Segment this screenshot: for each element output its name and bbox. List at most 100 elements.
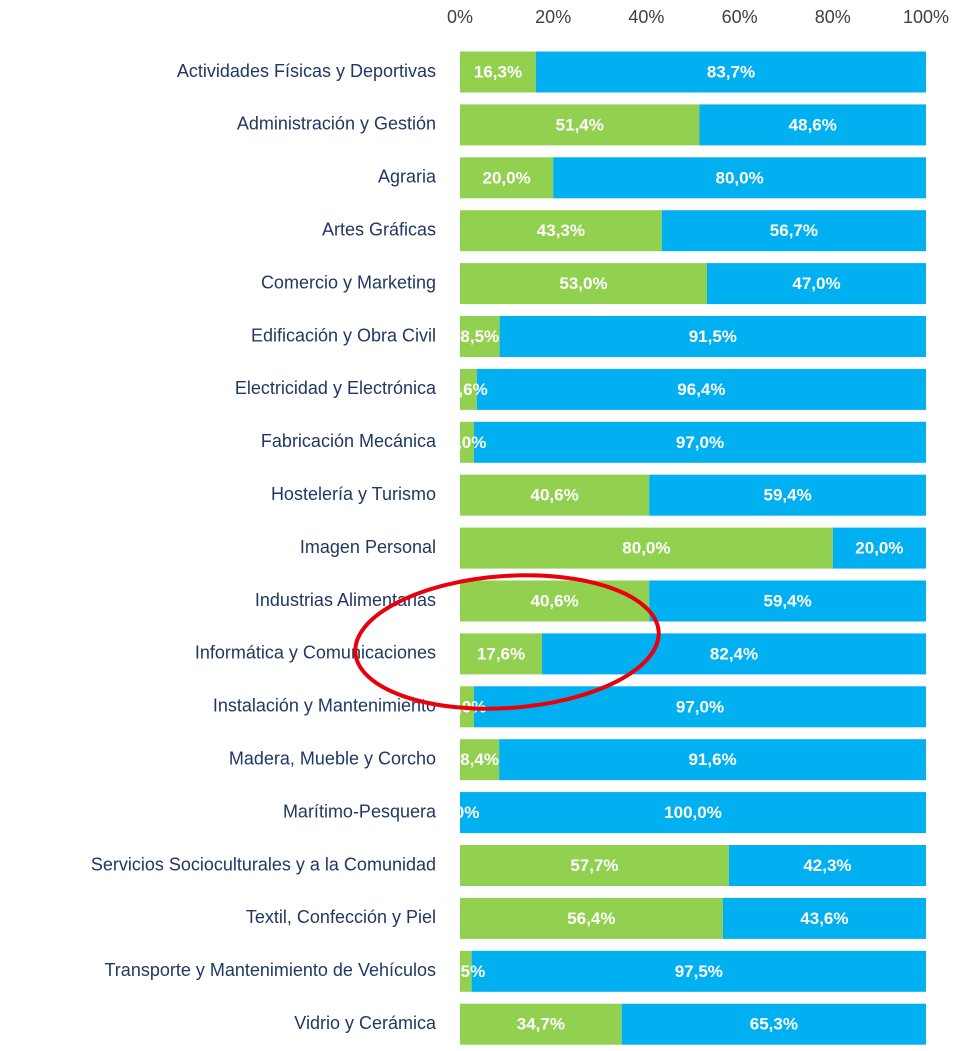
bar-segment <box>460 157 554 199</box>
value-label: 0,0% <box>441 803 480 822</box>
category-label: Fabricación Mecánica <box>261 431 437 451</box>
category-label: Marítimo-Pesquera <box>283 801 437 821</box>
category-label: Electricidad y Electrónica <box>235 378 437 398</box>
value-label: 51,4% <box>556 115 604 134</box>
bar-segment <box>535 51 926 93</box>
category-label: Vidrio y Cerámica <box>294 1013 437 1033</box>
value-label: 43,3% <box>537 221 585 240</box>
bar-segment <box>460 263 707 305</box>
plot: 0% 20% 40% 60% 80% 100% Actividades Físicas y … <box>91 7 949 1045</box>
value-label: 43,6% <box>800 909 848 928</box>
value-label: 42,3% <box>803 856 851 875</box>
value-label: 96,4% <box>677 380 725 399</box>
bar-segment <box>460 1003 622 1045</box>
value-label: 3,0% <box>448 433 487 452</box>
highlight-ellipse <box>353 573 661 711</box>
category-label: Madera, Mueble y Corcho <box>229 748 436 768</box>
value-label: 47,0% <box>792 274 840 293</box>
value-label: 80,0% <box>715 168 763 187</box>
bar-segment <box>460 51 536 93</box>
value-label: 48,6% <box>789 115 837 134</box>
bar-segment <box>499 316 926 357</box>
bar-segment <box>460 104 700 146</box>
bar-segment <box>473 686 926 728</box>
value-label: 59,4% <box>763 591 811 610</box>
category-label: Administración y Gestión <box>237 114 436 134</box>
value-label: 20,0% <box>482 168 530 187</box>
bar-segment <box>460 527 833 569</box>
bar-segment <box>649 580 926 622</box>
category-label: Hostelería y Turismo <box>271 484 436 504</box>
value-label: 97,0% <box>676 697 724 716</box>
bar-segment <box>460 845 729 886</box>
value-label: 34,7% <box>517 1015 565 1034</box>
bar-segment <box>460 210 662 252</box>
category-label: Transporte y Mantenimiento de Vehículos <box>104 960 436 980</box>
value-label: 56,4% <box>567 909 615 928</box>
value-label: 8,4% <box>460 750 499 769</box>
category-label: Artes Gráficas <box>322 219 436 239</box>
value-label: 91,5% <box>689 327 737 346</box>
bar-segment <box>460 368 477 410</box>
bar-segment <box>661 210 926 252</box>
category-label: Agraria <box>378 167 437 187</box>
bar-segment <box>542 633 926 675</box>
value-label: 57,7% <box>570 856 618 875</box>
bar-segment <box>460 633 543 675</box>
value-label: 17,6% <box>477 644 525 663</box>
x-tick-label: 60% <box>722 7 758 27</box>
bar-segment <box>728 845 926 886</box>
bar-segment <box>460 897 723 939</box>
bar-segment <box>460 421 474 463</box>
value-label: 56,7% <box>770 221 818 240</box>
bar-segment <box>460 580 650 622</box>
bar-segment <box>476 368 926 410</box>
value-label: 82,4% <box>710 644 758 663</box>
category-label: Actividades Físicas y Deportivas <box>177 61 436 81</box>
value-label: 2,5% <box>446 962 485 981</box>
bar-segment <box>473 421 926 463</box>
category-label: Edificación y Obra Civil <box>251 325 436 345</box>
value-label: 100,0% <box>664 803 722 822</box>
value-label: 3,6% <box>449 380 488 399</box>
bar-segment <box>460 950 472 992</box>
value-label: 40,6% <box>530 591 578 610</box>
value-label: 83,7% <box>707 62 755 81</box>
category-label: Textil, Confección y Piel <box>246 907 436 927</box>
bar-segment <box>499 739 926 781</box>
bar-segment <box>621 1003 926 1045</box>
value-label: 40,6% <box>530 486 578 505</box>
category-label: Servicios Socioculturales y a la Comunid… <box>91 854 436 874</box>
bar-segment <box>460 316 500 357</box>
bar-segment <box>832 527 926 569</box>
category-label: Instalación y Mantenimiento <box>213 696 436 716</box>
x-tick-label: 20% <box>535 7 571 27</box>
value-label: 53,0% <box>559 274 607 293</box>
value-label: 8,5% <box>460 327 499 346</box>
value-label: 65,3% <box>750 1015 798 1034</box>
x-tick-label: 100% <box>903 7 949 27</box>
value-label: 20,0% <box>855 539 903 558</box>
value-label: 97,0% <box>676 433 724 452</box>
bar-segment <box>460 739 500 781</box>
bar-segment <box>649 474 926 516</box>
value-label: 91,6% <box>688 750 736 769</box>
category-label: Informática y Comunicaciones <box>195 643 436 663</box>
bar-segment <box>722 897 926 939</box>
value-label: 59,4% <box>763 486 811 505</box>
value-label: 97,5% <box>675 962 723 981</box>
bar-segment <box>706 263 926 305</box>
value-label: 80,0% <box>622 539 670 558</box>
category-label: Comercio y Marketing <box>261 272 436 292</box>
x-tick-label: 80% <box>815 7 851 27</box>
bar-segment <box>553 157 926 199</box>
category-label: Industrias Alimentarias <box>255 590 436 610</box>
bar-segment <box>460 792 926 834</box>
category-label: Imagen Personal <box>300 537 436 557</box>
bar-segment <box>471 950 926 992</box>
value-label: 16,3% <box>474 62 522 81</box>
bar-segment <box>699 104 926 146</box>
x-tick-label: 40% <box>628 7 664 27</box>
bar-segment <box>460 474 650 516</box>
